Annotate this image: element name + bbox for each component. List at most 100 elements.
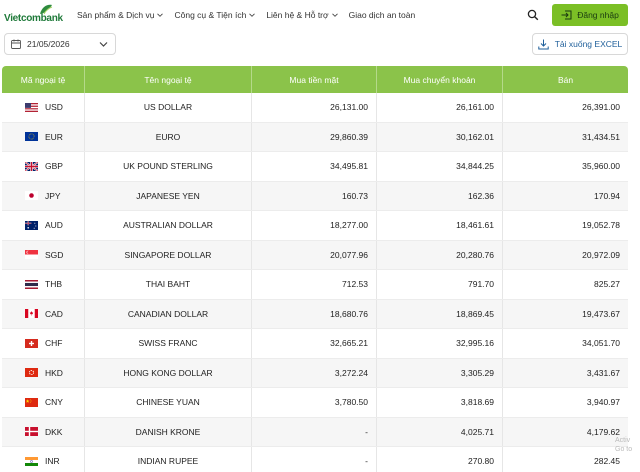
- cell-sell: 282.45: [594, 456, 620, 467]
- login-button[interactable]: Đăng nhập: [552, 4, 628, 26]
- cell-currency-code: INR: [2, 447, 85, 472]
- cell-cash-buy: 26,131.00: [252, 93, 377, 122]
- currency-code: DKK: [45, 426, 63, 437]
- cell-transfer-buy: 34,844.25: [377, 152, 503, 181]
- currency-code: THB: [45, 279, 62, 290]
- nav-item-label: Sản phẩm & Dịch vụ: [77, 10, 155, 20]
- cell-currency-name: SINGAPORE DOLLAR: [85, 240, 252, 269]
- cell-transfer-buy: 3,818.69: [377, 388, 503, 417]
- col-header-name: Tên ngoại tệ: [85, 66, 252, 93]
- login-icon: [561, 10, 572, 20]
- table-row: CNY CHINESE YUAN 3,780.50 3,818.69 3,940.97: [2, 388, 628, 418]
- nav-item-tools[interactable]: Công cụ & Tiện ích: [174, 10, 256, 20]
- nav-item-contact[interactable]: Liên hệ & Hỗ trợ: [266, 10, 338, 20]
- table-row: EUR EURO 29,860.39 30,162.01 31,434.51: [2, 122, 628, 152]
- activation-watermark: Activ Go to: [615, 436, 632, 454]
- currency-code: USD: [45, 102, 63, 113]
- cell-cash-buy: -: [252, 417, 377, 446]
- flag-au-icon: [25, 220, 38, 230]
- cell-currency-code: THB: [2, 270, 85, 299]
- cell-currency-name: INDIAN RUPEE: [85, 447, 252, 472]
- site-header: Vietcombank Sản phẩm & Dịch vụ Công cụ &…: [0, 0, 640, 32]
- search-icon: [527, 9, 539, 21]
- cell-transfer-buy: 270.80: [377, 447, 503, 472]
- cell-cash-buy: 3,272.24: [252, 358, 377, 387]
- currency-code: GBP: [45, 161, 63, 172]
- table-row: SGD SINGAPORE DOLLAR 20,077.96 20,280.76 20,…: [2, 240, 628, 270]
- currency-code: JPY: [45, 190, 61, 201]
- search-button[interactable]: [520, 4, 546, 26]
- cell-currency-code: HKD: [2, 358, 85, 387]
- cell-cash-buy: 18,680.76: [252, 299, 377, 328]
- logo-leaf-icon: [40, 4, 53, 15]
- cell-currency-code: SGD: [2, 240, 85, 269]
- table-row: INR INDIAN RUPEE -270.80 282.45: [2, 447, 628, 472]
- cell-currency-code: DKK: [2, 417, 85, 446]
- cell-sell: 4,179.62: [586, 426, 620, 437]
- cell-currency-code: CNY: [2, 388, 85, 417]
- chevron-down-icon: [99, 42, 108, 47]
- cell-sell: 825.27: [594, 279, 620, 290]
- nav-item-products[interactable]: Sản phẩm & Dịch vụ: [77, 10, 164, 20]
- currency-code: AUD: [45, 220, 63, 231]
- table-row: JPY JAPANESE YEN 160.73 162.36 170.94: [2, 181, 628, 211]
- cell-currency-code: GBP: [2, 152, 85, 181]
- login-label: Đăng nhập: [577, 10, 619, 20]
- chevron-down-icon: [249, 13, 256, 17]
- chevron-down-icon: [331, 13, 338, 17]
- cell-transfer-buy: 20,280.76: [377, 240, 503, 269]
- cell-cash-buy: 3,780.50: [252, 388, 377, 417]
- flag-eu-icon: [25, 132, 38, 142]
- cell-transfer-buy: 26,161.00: [377, 93, 503, 122]
- flag-cn-icon: [25, 397, 38, 407]
- nav-item-safe-transactions[interactable]: Giao dịch an toàn: [349, 10, 416, 20]
- cell-currency-code: AUD: [2, 211, 85, 240]
- cell-transfer-buy: 791.70: [377, 270, 503, 299]
- flag-us-icon: [25, 102, 38, 112]
- cell-currency-code: CHF: [2, 329, 85, 358]
- table-row: CAD CANADIAN DOLLAR 18,680.76 18,869.45 19,4…: [2, 299, 628, 329]
- cell-currency-name: JAPANESE YEN: [85, 181, 252, 210]
- cell-transfer-buy: 32,995.16: [377, 329, 503, 358]
- cell-sell: 19,052.78: [582, 220, 620, 231]
- download-excel-button[interactable]: Tải xuống EXCEL: [532, 33, 628, 55]
- flag-jp-icon: [25, 191, 38, 201]
- cell-currency-name: HONG KONG DOLLAR: [85, 358, 252, 387]
- date-picker[interactable]: 21/05/2026: [4, 33, 116, 55]
- flag-dk-icon: [25, 427, 38, 437]
- cell-cash-buy: 18,277.00: [252, 211, 377, 240]
- currency-code: INR: [45, 456, 60, 467]
- table-header: Mã ngoại tệ Tên ngoại tệ Mua tiền mặt Mu…: [2, 66, 628, 93]
- col-header-code: Mã ngoại tệ: [2, 66, 85, 93]
- currency-code: CAD: [45, 308, 63, 319]
- main-nav: Sản phẩm & Dịch vụ Công cụ & Tiện ích Li…: [77, 10, 426, 20]
- date-value: 21/05/2026: [27, 39, 70, 49]
- cell-sell: 26,391.00: [582, 102, 620, 113]
- cell-sell: 35,960.00: [582, 161, 620, 172]
- cell-currency-code: JPY: [2, 181, 85, 210]
- cell-sell: 3,431.67: [586, 367, 620, 378]
- cell-sell: 34,051.70: [582, 338, 620, 349]
- download-excel-label: Tải xuống EXCEL: [554, 39, 623, 49]
- cell-cash-buy: 29,860.39: [252, 122, 377, 151]
- currency-code: EUR: [45, 131, 63, 142]
- brand-name: Vietcombank: [4, 13, 63, 24]
- nav-item-label: Công cụ & Tiện ích: [174, 10, 247, 20]
- cell-transfer-buy: 162.36: [377, 181, 503, 210]
- table-row: GBP UK POUND STERLING 34,495.81 34,844.25 35…: [2, 152, 628, 182]
- cell-currency-name: DANISH KRONE: [85, 417, 252, 446]
- cell-sell: 170.94: [594, 190, 620, 201]
- table-row: CHF SWISS FRANC 32,665.21 32,995.16 34,051.7…: [2, 329, 628, 359]
- vietcombank-logo[interactable]: Vietcombank: [4, 4, 68, 28]
- nav-item-label: Liên hệ & Hỗ trợ: [266, 10, 329, 20]
- table-row: THB THAI BAHT 712.53 791.70 825.27: [2, 270, 628, 300]
- cell-currency-name: EURO: [85, 122, 252, 151]
- currency-code: HKD: [45, 367, 63, 378]
- cell-transfer-buy: 3,305.29: [377, 358, 503, 387]
- cell-cash-buy: 160.73: [252, 181, 377, 210]
- currency-code: CHF: [45, 338, 63, 349]
- cell-currency-name: US DOLLAR: [85, 93, 252, 122]
- flag-ch-icon: [25, 338, 38, 348]
- chevron-down-icon: [157, 13, 164, 17]
- flag-in-icon: [25, 456, 38, 466]
